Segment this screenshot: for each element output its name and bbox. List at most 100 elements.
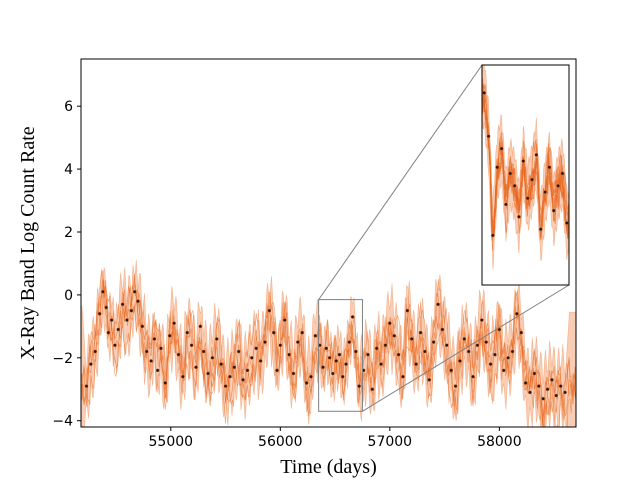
inset-data-point (495, 165, 500, 170)
zoom-box (318, 299, 363, 412)
data-point (458, 359, 462, 363)
data-point (163, 381, 168, 385)
data-point (334, 359, 338, 363)
x-tick-label: 58000 (477, 434, 522, 450)
data-point (149, 359, 153, 363)
data-point (267, 308, 272, 313)
inset-data-point (525, 196, 530, 201)
data-point (101, 289, 105, 294)
data-point (109, 318, 114, 322)
data-point (357, 384, 361, 388)
data-point (172, 321, 176, 326)
data-point (97, 311, 102, 316)
data-point (401, 374, 405, 379)
plot-frame (80, 58, 577, 428)
inset-data-point (491, 233, 495, 238)
data-point (418, 330, 423, 335)
inset-data-point (565, 221, 569, 225)
data-point (228, 374, 232, 379)
x-axis: 55000 56000 57000 58000 (149, 427, 522, 450)
data-point (431, 340, 436, 344)
inset-data-point (560, 171, 565, 176)
data-point (106, 330, 111, 335)
data-point (519, 330, 524, 335)
inset-data-point (556, 184, 560, 188)
zoom-indicator (318, 64, 570, 412)
zoom-connector-line (362, 284, 570, 412)
data-point (214, 337, 219, 341)
data-point (129, 308, 134, 313)
x-tick-label: 55000 (149, 434, 194, 450)
data-point (210, 356, 215, 360)
data-point (366, 352, 370, 357)
data-point (181, 374, 185, 379)
data-point (444, 343, 449, 348)
inset-data-point (499, 146, 504, 151)
data-point (510, 349, 515, 354)
y-tick-label: −4 (52, 414, 73, 430)
inset-sample-curves (482, 78, 569, 251)
data-point (287, 352, 291, 357)
data-point (354, 349, 358, 354)
data-point (194, 365, 198, 370)
sample-curve (81, 270, 576, 427)
inset-axes (481, 64, 570, 286)
data-point (132, 289, 137, 294)
x-tick-label: 56000 (258, 434, 303, 450)
inset-data-point (512, 184, 517, 188)
sample-curve (81, 277, 576, 427)
inset-data-point (551, 208, 556, 213)
data-point (374, 346, 379, 351)
data-point (484, 340, 488, 344)
data-point (388, 321, 392, 326)
data-point (291, 371, 296, 376)
data-point (176, 352, 181, 357)
data-point (471, 374, 475, 379)
data-point (423, 349, 427, 354)
data-point (324, 346, 329, 351)
inset-data-point (543, 190, 547, 194)
data-point (198, 324, 203, 329)
inset-data-point (504, 202, 508, 207)
y-tick-label: 4 (64, 162, 73, 178)
inset-data-point (534, 153, 539, 157)
data-point (528, 390, 532, 395)
data-point (493, 352, 497, 357)
data-point (383, 343, 388, 348)
data-point (236, 349, 241, 354)
sample-curve (81, 279, 576, 427)
data-point (545, 387, 550, 392)
data-point (440, 327, 445, 332)
data-point (254, 346, 259, 351)
data-point (488, 362, 493, 366)
data-point (304, 381, 309, 385)
data-point (340, 374, 345, 379)
data-point (501, 368, 506, 373)
data-point (120, 302, 125, 307)
inset-data-point (547, 165, 552, 170)
data-point (223, 384, 228, 388)
data-point (313, 333, 318, 338)
y-tick-label: −2 (52, 351, 73, 367)
inset-sample-curve (482, 88, 569, 241)
data-point (327, 356, 332, 360)
data-point (396, 352, 401, 357)
x-axis-label: Time (days) (280, 456, 376, 478)
data-point (480, 318, 484, 322)
data-point (159, 346, 163, 351)
data-point (140, 324, 145, 329)
data-point (167, 333, 172, 338)
inset-data-point (508, 171, 513, 176)
data-point (241, 378, 245, 382)
data-point (300, 330, 305, 335)
data-point (379, 362, 383, 366)
inset-data-points (482, 91, 569, 238)
inset-sample-curve (482, 78, 569, 239)
data-point (436, 302, 440, 307)
data-point (206, 371, 210, 376)
data-point (189, 343, 194, 348)
zoom-connector-line (318, 64, 483, 300)
data-point (152, 337, 157, 341)
data-point (453, 384, 458, 388)
